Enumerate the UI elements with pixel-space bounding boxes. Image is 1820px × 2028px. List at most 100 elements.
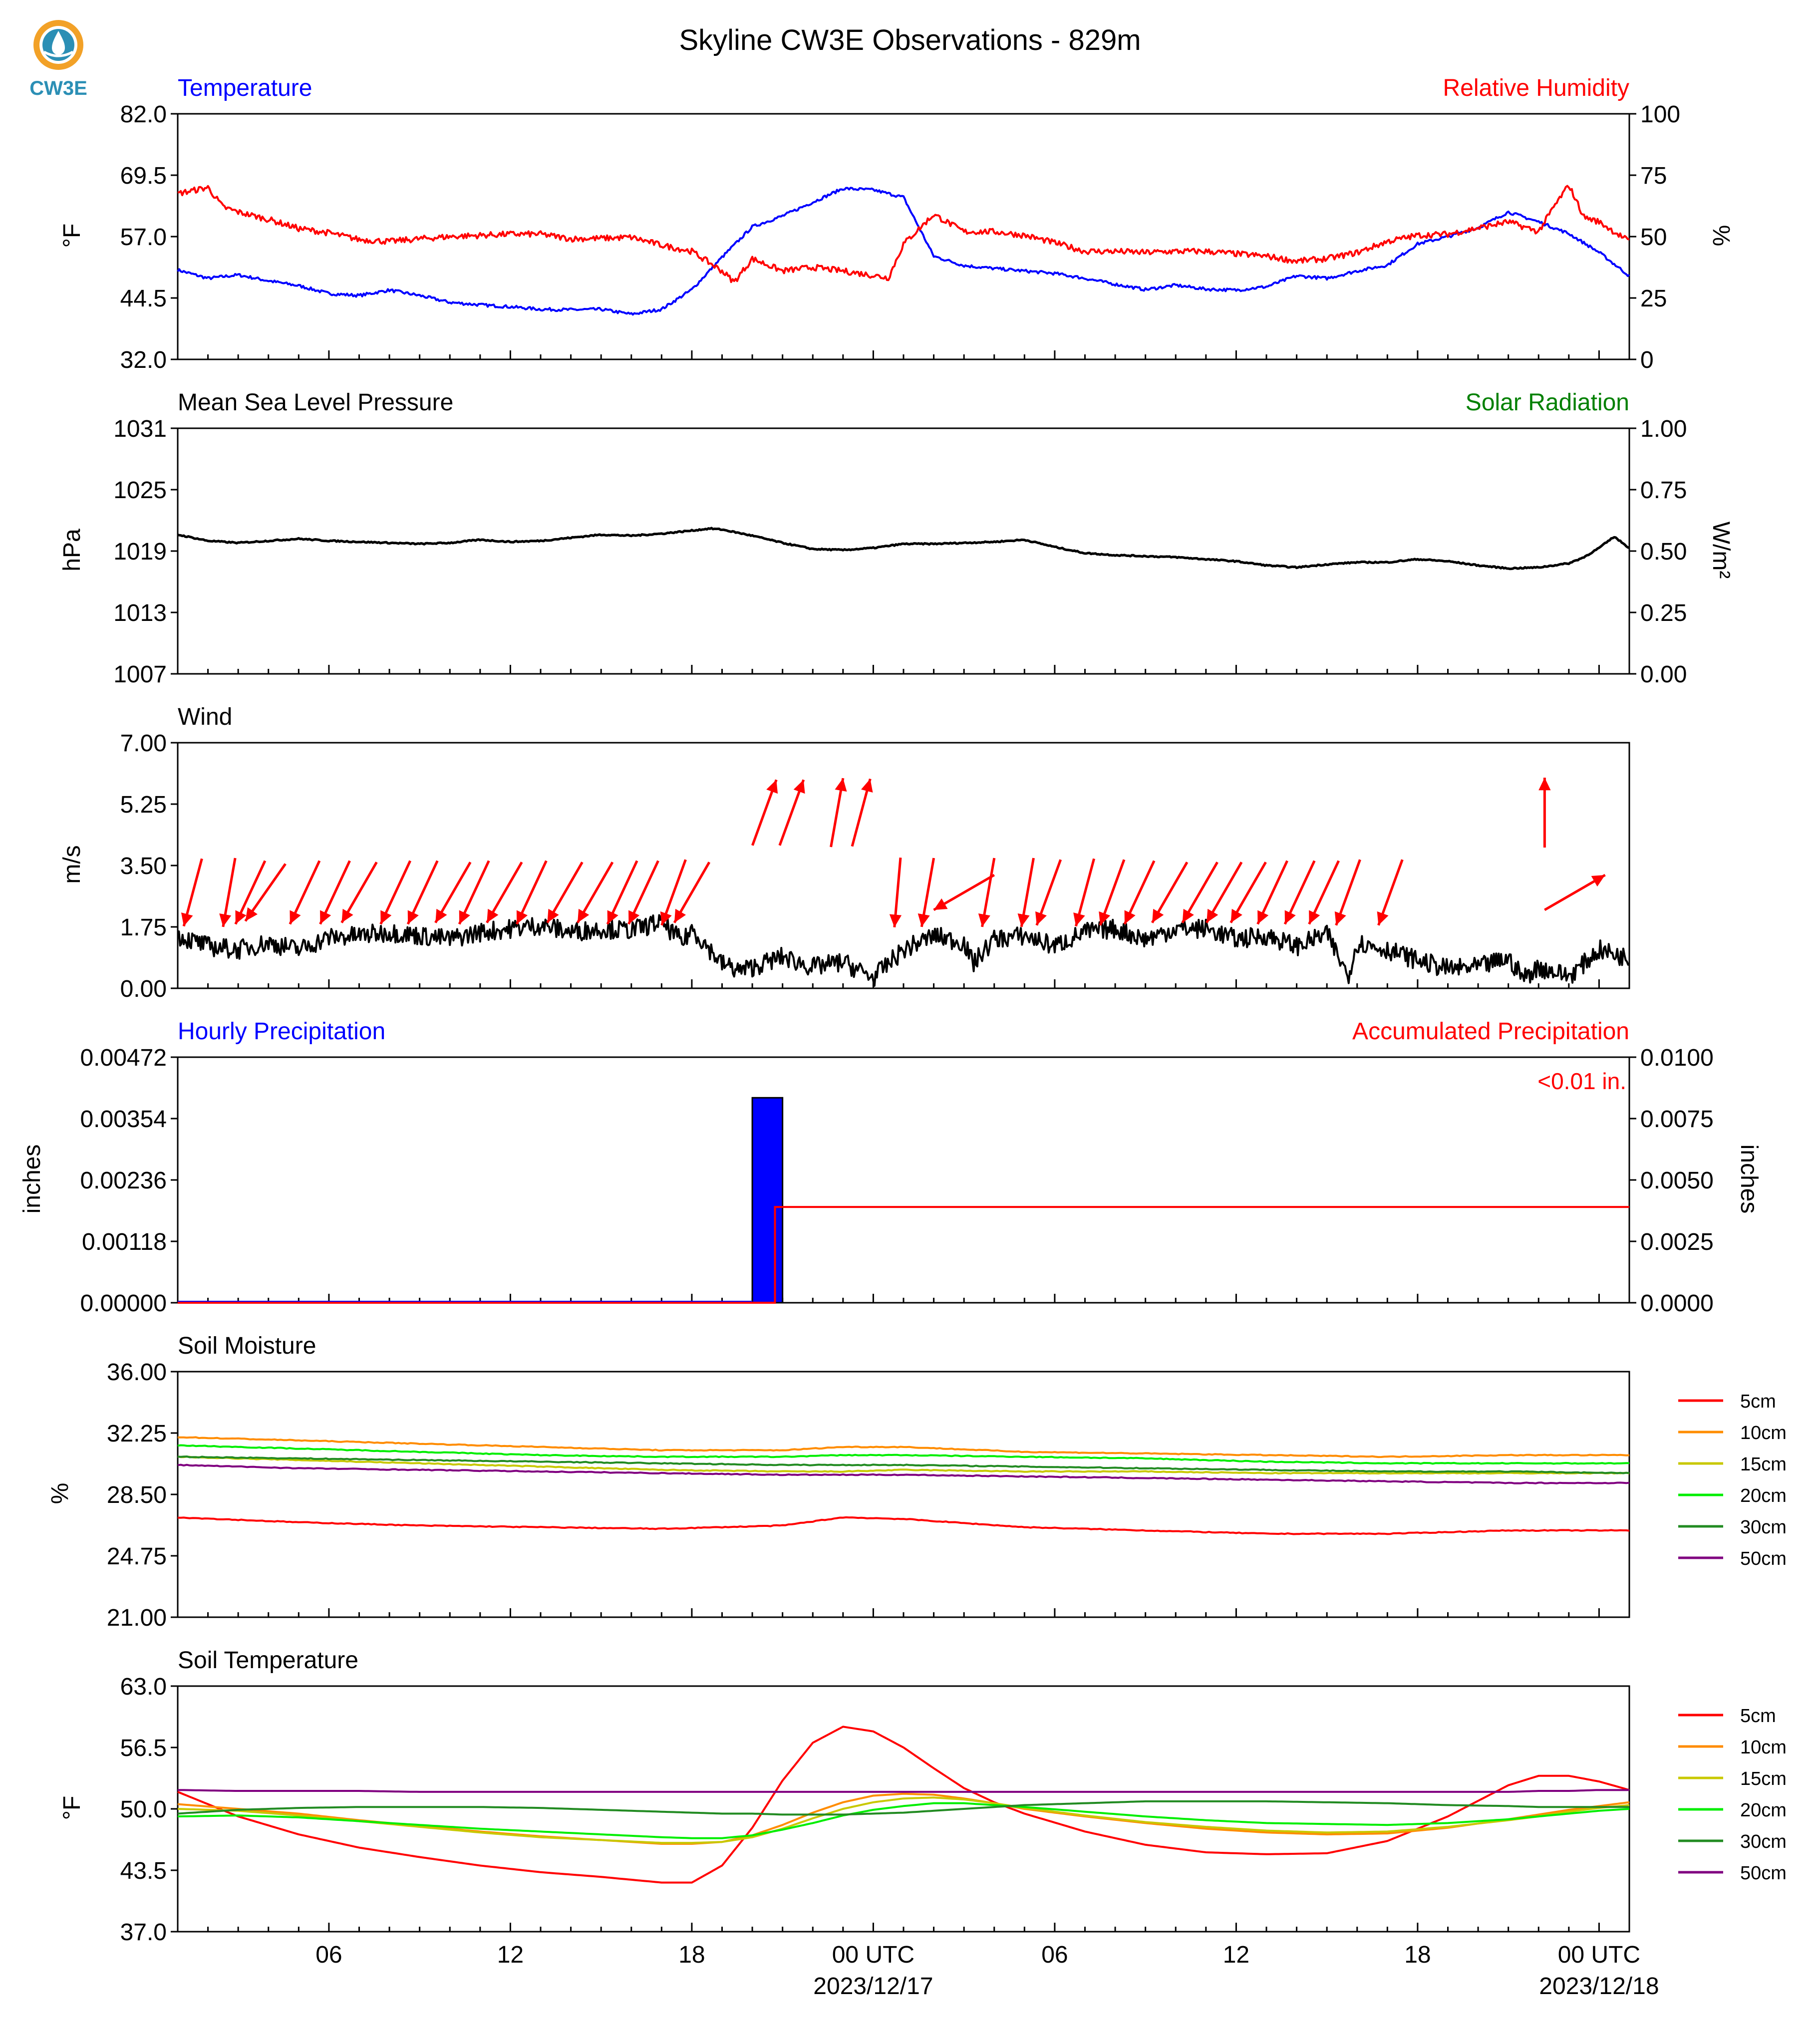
wind-arrow-head bbox=[793, 780, 805, 794]
wind-arrow-head bbox=[341, 908, 353, 923]
wind-arrow bbox=[434, 862, 472, 923]
wind-arrow bbox=[1308, 860, 1340, 925]
temperature-line bbox=[177, 187, 1630, 316]
wind-arrow-head bbox=[181, 912, 193, 926]
pressure-title: Mean Sea Level Pressure bbox=[178, 389, 453, 416]
figure-title: Skyline CW3E Observations - 829m bbox=[679, 24, 1141, 56]
wind-arrow-head bbox=[1230, 908, 1242, 923]
wind-arrow-head bbox=[1591, 875, 1605, 887]
wind-arrow bbox=[406, 860, 439, 925]
temp-tick-1: 44.5 bbox=[120, 286, 167, 312]
wind-arrow-head bbox=[933, 898, 948, 910]
wind-arrow bbox=[1334, 859, 1361, 926]
solar-title: Solar Radiation bbox=[1466, 389, 1629, 416]
wind-title: Wind bbox=[178, 704, 232, 730]
wind-arrow-head bbox=[660, 911, 672, 925]
wind-arrow-head bbox=[219, 913, 232, 927]
soil-moisture-title: Soil Moisture bbox=[178, 1333, 316, 1359]
wind-arrow-head bbox=[435, 908, 447, 923]
accum-tick-0: 0.0000 bbox=[1640, 1290, 1714, 1317]
wind-arrow bbox=[933, 873, 995, 911]
wind-arrow bbox=[181, 858, 203, 927]
pressure-line bbox=[177, 527, 1630, 571]
hourly-precip-unit: inches bbox=[19, 1145, 45, 1214]
soil-temperature-50cm bbox=[178, 1789, 1629, 1793]
x-label-2: 18 bbox=[678, 1942, 705, 1968]
wind-arrow bbox=[1017, 858, 1035, 927]
soil-temp-tick-3: 56.5 bbox=[120, 1735, 167, 1761]
wind-arrow bbox=[1229, 862, 1267, 923]
x-label-4: 06 bbox=[1041, 1942, 1068, 1968]
soil-temp-tick-4: 63.0 bbox=[120, 1674, 167, 1700]
sm-legend-50cm: 50cm bbox=[1740, 1548, 1787, 1569]
panel-soil-temperature: Soil Temperature °F 37.0 43.5 50.0 56.5 … bbox=[59, 1647, 358, 1946]
wind-arrow-head bbox=[1017, 913, 1030, 927]
rh-tick-0: 0 bbox=[1640, 347, 1654, 373]
x-axis-labels: 06 12 18 00 UTC 06 12 18 00 UTC 2023/12/… bbox=[315, 1942, 1659, 2000]
wind-arrow-head bbox=[1334, 911, 1346, 925]
panel-wind: Wind m/s 0.00 1.75 3.50 5.25 7.00 bbox=[59, 704, 232, 1002]
wind-arrow bbox=[978, 858, 996, 927]
wind-arrow-head bbox=[889, 914, 902, 927]
wind-arrow-head bbox=[245, 907, 258, 921]
pressure-tick-2: 1019 bbox=[113, 539, 167, 565]
soil-temperature-15cm bbox=[177, 1796, 1630, 1844]
wind-tick-3: 5.25 bbox=[120, 792, 167, 818]
st-legend-15cm: 15cm bbox=[1740, 1768, 1787, 1789]
wind-arrow bbox=[486, 862, 523, 923]
soil-moisture-tick-2: 28.50 bbox=[107, 1482, 167, 1508]
logo-text: CW3E bbox=[29, 77, 87, 99]
x-label-7: 00 UTC bbox=[1558, 1942, 1640, 1968]
wind-arrow bbox=[546, 862, 584, 923]
soil-moisture-30cm bbox=[177, 1455, 1630, 1474]
x-label-1: 12 bbox=[497, 1942, 524, 1968]
wind-arrow bbox=[851, 778, 873, 847]
panel-soil-moisture: Soil Moisture % 21.00 24.75 28.50 32.25 … bbox=[47, 1333, 316, 1631]
panel-frame-1 bbox=[177, 427, 1630, 675]
sm-legend-15cm: 15cm bbox=[1740, 1454, 1787, 1475]
soil-moisture-tick-1: 24.75 bbox=[107, 1543, 167, 1570]
rh-tick-2: 50 bbox=[1640, 224, 1667, 251]
wind-arrow bbox=[379, 860, 412, 925]
wind-arrow bbox=[627, 860, 659, 925]
wind-arrow bbox=[1181, 862, 1218, 923]
soil-moisture-tick-4: 36.00 bbox=[107, 1359, 167, 1386]
rh-tick-4: 100 bbox=[1640, 101, 1680, 128]
soil-temperature-5cm bbox=[177, 1726, 1630, 1884]
wind-arrow-head bbox=[1124, 910, 1136, 924]
hourly-precip-bar bbox=[751, 1097, 784, 1304]
wind-arrow-head bbox=[1284, 910, 1296, 924]
accum-precip-title: Accumulated Precipitation bbox=[1352, 1018, 1629, 1045]
soil-moisture-50cm bbox=[177, 1463, 1630, 1484]
wind-arrow bbox=[1123, 860, 1156, 925]
wind-arrow bbox=[289, 860, 321, 925]
solar-unit: W/m² bbox=[1708, 522, 1734, 579]
st-legend-10cm: 10cm bbox=[1740, 1737, 1787, 1758]
wind-arrow bbox=[515, 860, 548, 925]
soil-moisture-10cm bbox=[177, 1436, 1630, 1458]
st-legend-5cm: 5cm bbox=[1740, 1706, 1776, 1727]
solar-tick-1: 0.25 bbox=[1640, 600, 1687, 626]
soil-temperature-title: Soil Temperature bbox=[178, 1647, 358, 1674]
pressure-tick-4: 1031 bbox=[113, 416, 167, 442]
accum-precip-unit: inches bbox=[1736, 1145, 1762, 1214]
st-legend-50cm: 50cm bbox=[1740, 1863, 1787, 1884]
temperature-title: Temperature bbox=[178, 75, 312, 101]
wind-arrow bbox=[1377, 859, 1404, 926]
precip-tick-2: 0.00236 bbox=[80, 1167, 167, 1194]
wind-arrow-head bbox=[1538, 778, 1551, 791]
sm-legend-5cm: 5cm bbox=[1740, 1391, 1776, 1412]
soil-moisture-15cm bbox=[177, 1455, 1630, 1475]
panel-frame-3 bbox=[177, 1056, 1630, 1304]
pressure-tick-0: 1007 bbox=[113, 661, 167, 688]
wind-tick-2: 3.50 bbox=[120, 853, 167, 879]
accum-tick-1: 0.0025 bbox=[1640, 1229, 1714, 1255]
pressure-unit: hPa bbox=[59, 529, 85, 572]
wind-arrow bbox=[219, 858, 237, 927]
wind-arrow bbox=[576, 862, 614, 923]
wind-arrow bbox=[1283, 860, 1316, 925]
wind-tick-1: 1.75 bbox=[120, 914, 167, 941]
wind-arrow bbox=[1073, 858, 1096, 927]
x-date-label-1: 2023/12/17 bbox=[813, 1973, 933, 2000]
